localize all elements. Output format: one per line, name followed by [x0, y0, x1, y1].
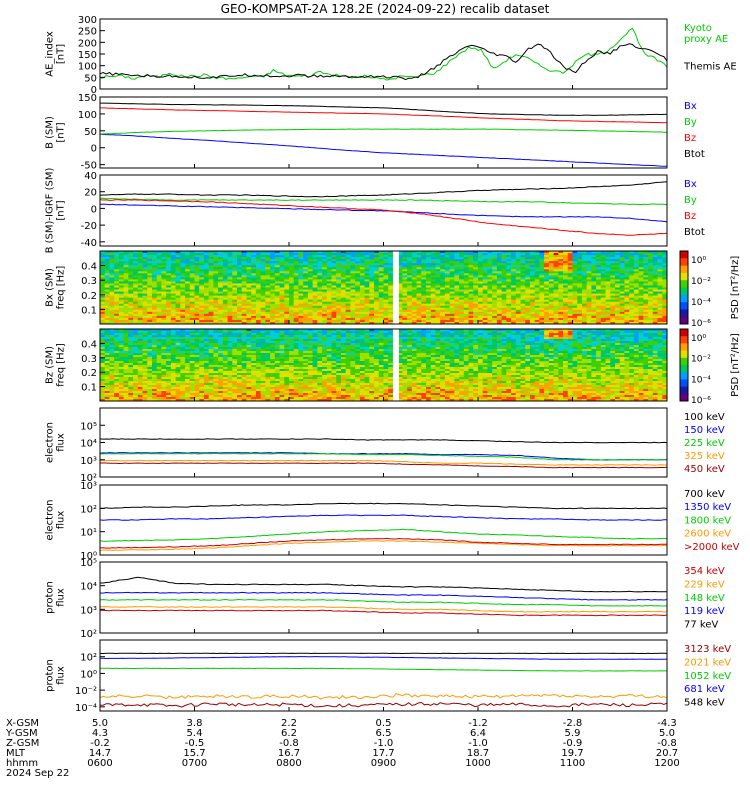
- ytick-label: -20: [81, 221, 97, 232]
- panel-5-ylabel: Bz (SM): [45, 346, 56, 384]
- ytick-label: 150: [78, 50, 97, 61]
- legend-label: Btot: [684, 149, 705, 160]
- ytick-label: 0.2: [81, 291, 97, 302]
- legend-label: Bx: [684, 179, 697, 190]
- colorbar-segment: [680, 288, 688, 296]
- panel-1-ylabel: [nT]: [56, 44, 67, 64]
- panel-1: AE_index[nT]050100150200250300Kyotoproxy…: [45, 15, 737, 96]
- series-line: [100, 134, 667, 166]
- colorbar-tick-label: 10⁻⁴: [691, 298, 711, 308]
- ytick-label: 40: [84, 171, 97, 182]
- panel-5: Bz (SM)freq [Hz]0.10.20.30.410⁰10⁻²10⁻⁴1…: [45, 329, 742, 406]
- legend-label: Btot: [684, 227, 705, 238]
- ytick-label: 200: [78, 38, 97, 49]
- colorbar-segment: [680, 273, 688, 281]
- panel-2: B (SM)[nT] -50 0 50 100 150 Bx By Bz Btot: [45, 93, 705, 172]
- colorbar-segment: [680, 317, 688, 325]
- legend-label: By: [684, 117, 697, 128]
- legend-label: Kyoto: [684, 23, 712, 34]
- ytick-label: 20: [84, 188, 97, 199]
- data-gap: [393, 251, 399, 324]
- ytick-label: -50: [81, 161, 97, 172]
- panel-3: B (SM)-IGRF (SM)[nT] -40 -20 0 20 40 Bx By Bz Bto…: [45, 168, 705, 254]
- ytick-label: 150: [78, 93, 97, 104]
- series-line: [100, 129, 667, 134]
- chart-title: GEO-KOMPSAT-2A 128.2E (2024-09-22) recal…: [221, 2, 550, 16]
- legend-label: Themis AE: [683, 61, 737, 72]
- series-line: [100, 204, 667, 222]
- panel-3-ylabel: [nT]: [56, 200, 67, 220]
- colorbar-segment: [680, 302, 688, 310]
- panel-2-ylabel: [nT]: [56, 122, 67, 142]
- panel-1-ylabel: AE_index: [45, 31, 56, 77]
- panel-5-ylabel: freq [Hz]: [56, 343, 67, 387]
- colorbar-segment: [680, 258, 688, 266]
- ytick-label: -40: [81, 238, 97, 249]
- colorbar-label: PSD [nT²/Hz]: [730, 256, 741, 320]
- panel-4-ylabel: freq [Hz]: [56, 266, 67, 310]
- colorbar-tick-label: 10⁻²: [691, 277, 711, 287]
- colorbar-tick-label: 10⁻⁶: [691, 319, 711, 329]
- ytick-label: 300: [78, 15, 97, 26]
- panel-4: Bx (SM)freq [Hz] 0.1 0.2 0.3 0.4 10⁰ 10⁻² 10⁻⁴ 1…: [45, 251, 742, 329]
- ytick-label: 0.1: [81, 305, 97, 316]
- panel-3-ylabel: B (SM)-IGRF (SM): [45, 168, 56, 254]
- legend-label: Bz: [684, 133, 696, 144]
- colorbar-segment: [680, 280, 688, 288]
- legend-label: Bz: [684, 211, 696, 222]
- ytick-label: 50: [84, 127, 97, 138]
- colorbar-segment: [680, 309, 688, 317]
- ytick-label: 0.3: [81, 276, 97, 287]
- ytick-label: 100: [78, 110, 97, 121]
- series-line: [100, 182, 667, 197]
- colorbar-segment: [680, 295, 688, 303]
- colorbar-segment: [680, 251, 688, 259]
- ytick-label: 50: [84, 73, 97, 84]
- series-line: [100, 44, 667, 80]
- legend-label: By: [684, 195, 697, 206]
- series-line: [100, 28, 667, 80]
- legend-label: Bx: [684, 101, 697, 112]
- colorbar-tick-label: 10⁰: [691, 256, 706, 266]
- ytick-label: 0: [91, 144, 97, 155]
- ytick-label: 250: [78, 27, 97, 38]
- legend-label: proxy AE: [684, 34, 728, 45]
- panel-2-ylabel: B (SM): [45, 116, 56, 149]
- ytick-label: 100: [78, 62, 97, 73]
- panel-4-ylabel: Bx (SM): [45, 268, 56, 307]
- ytick-label: 0: [91, 204, 97, 215]
- ytick-label: 0.4: [81, 262, 97, 273]
- colorbar-segment: [680, 266, 688, 274]
